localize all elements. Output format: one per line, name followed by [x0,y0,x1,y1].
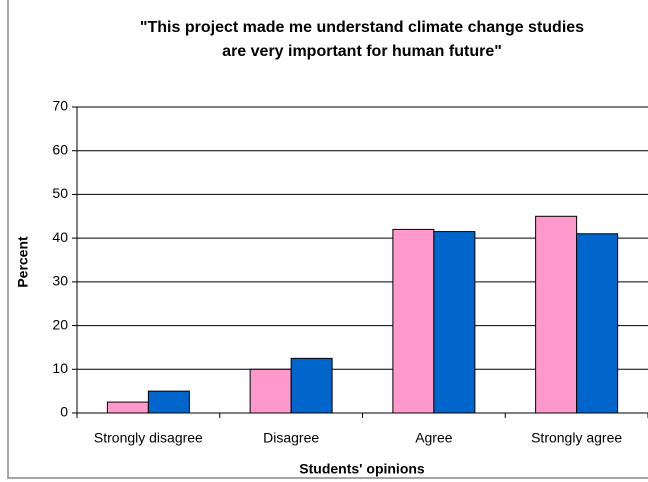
x-axis-title: Students' opinions [299,461,425,477]
y-tick-label: 0 [60,404,68,420]
bar [576,233,619,414]
y-tick-label: 50 [52,185,68,201]
chart-title: are very important for human future" [222,43,502,60]
bar [147,390,190,414]
y-tick-label: 40 [52,229,68,245]
bar [392,228,435,414]
y-tick-label: 20 [52,316,68,332]
x-tick-label: Agree [415,430,453,446]
y-axis-title: Percent [15,236,31,288]
y-tick-label: 60 [52,141,68,157]
y-tick-label: 30 [52,273,68,289]
chart-border [7,0,648,479]
y-tick-label: 70 [52,98,68,114]
x-tick-label: Strongly disagree [94,430,203,446]
bar [535,215,578,414]
chart-title: "This project made me understand climate… [140,19,584,36]
bar [433,231,476,414]
bar [249,368,292,414]
bar [290,357,333,414]
y-tick-label: 10 [52,360,68,376]
bar [106,401,149,414]
x-tick-label: Disagree [263,430,319,446]
x-tick-label: Strongly agree [531,430,622,446]
